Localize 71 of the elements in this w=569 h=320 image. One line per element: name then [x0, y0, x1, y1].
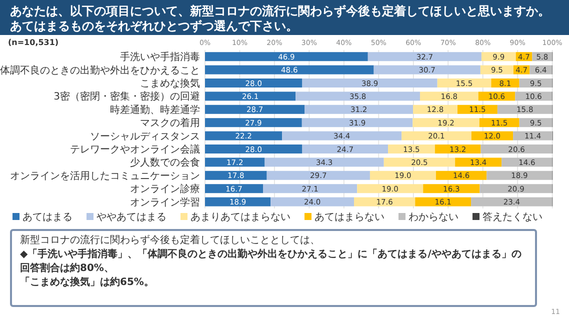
bar — [434, 144, 481, 154]
bar — [513, 131, 553, 140]
y-tick-label: オンラインを活用したコミュニケーション — [10, 170, 200, 182]
legend-label: あてはまらない — [314, 212, 384, 223]
bar — [374, 65, 480, 74]
bar — [205, 170, 267, 180]
bar — [205, 144, 302, 154]
y-tick-label: マスクの着用 — [140, 117, 200, 130]
y-tick-label: こまめな換気 — [140, 78, 200, 90]
bar — [423, 184, 480, 194]
bar — [354, 197, 416, 206]
bar — [368, 52, 482, 62]
bar — [497, 104, 552, 114]
legend-label: あてはまる — [22, 212, 72, 223]
y-tick-label: ソーシャルディスタンス — [90, 131, 200, 142]
bar — [205, 65, 374, 74]
legend-label: ややあてはまる — [96, 212, 166, 223]
text: ◆「手洗いや手指消毒」、「体調不良のときの出勤や外出をひかえること」に「あてはまる/ややあてはまる」の回答割合は約80%、 — [20, 248, 522, 276]
y-tick-label: オンライン診療 — [130, 183, 200, 196]
chart-title: あなたは、以下の項目について、新型コロナの流行に関わらず今後も定着してほしいと思いますか。 — [10, 4, 550, 18]
y-tick-label: 体調不良のときの出勤や外出をひかえること — [0, 64, 200, 76]
text: 「こまめな換気」は約65%。 — [20, 276, 155, 290]
bar — [264, 158, 384, 167]
text: (n=10,531) — [8, 38, 59, 47]
bar — [480, 184, 552, 194]
y-tick-label: 時差通勤、時差通学 — [110, 104, 200, 116]
bar — [282, 131, 402, 140]
bar — [205, 131, 282, 140]
y-tick-label: 少人数での会食 — [130, 156, 200, 169]
bar — [205, 118, 302, 128]
bar — [266, 170, 370, 180]
bar — [412, 118, 480, 128]
bar — [437, 78, 492, 88]
bar — [415, 197, 472, 206]
bar — [302, 118, 413, 128]
bar — [370, 170, 436, 180]
bar — [205, 78, 302, 88]
bar — [384, 158, 456, 167]
bar — [486, 170, 552, 180]
bar — [457, 104, 498, 114]
bar — [205, 104, 305, 114]
bar — [296, 92, 420, 101]
bar — [270, 197, 354, 206]
bar — [357, 184, 424, 194]
y-tick-label: テレワークやオンライン会議 — [70, 144, 200, 156]
text: 新型コロナの流行に関わらず今後も定着してほしいこととしては、 — [20, 234, 321, 248]
legend-label: わからない — [408, 212, 458, 223]
bar — [471, 197, 552, 206]
y-tick-label: 手洗いや手指消毒 — [120, 51, 200, 64]
y-tick-label: オンライン学習 — [130, 196, 200, 208]
bar — [480, 144, 552, 154]
bar — [205, 52, 368, 62]
chart-subtitle: あてはまるものをそれぞれひとつずつ選んで下さい。 — [10, 19, 298, 33]
bar — [420, 92, 478, 101]
legend-label: あまりあてはまらない — [190, 212, 290, 223]
bar — [302, 144, 388, 154]
y-tick-label: 3密（密閉・密集・密接）の回避 — [54, 90, 200, 103]
bar — [205, 184, 263, 194]
bar — [302, 78, 438, 88]
bar — [205, 197, 271, 206]
bar — [479, 118, 520, 128]
bar — [263, 184, 358, 194]
bar — [502, 158, 552, 167]
legend-label: 答えたくない — [482, 211, 542, 223]
bar — [402, 131, 472, 140]
bar — [205, 92, 296, 101]
bar — [304, 104, 414, 114]
bar — [455, 158, 502, 167]
bar — [436, 170, 487, 180]
bar — [205, 158, 265, 167]
bar — [388, 144, 435, 154]
